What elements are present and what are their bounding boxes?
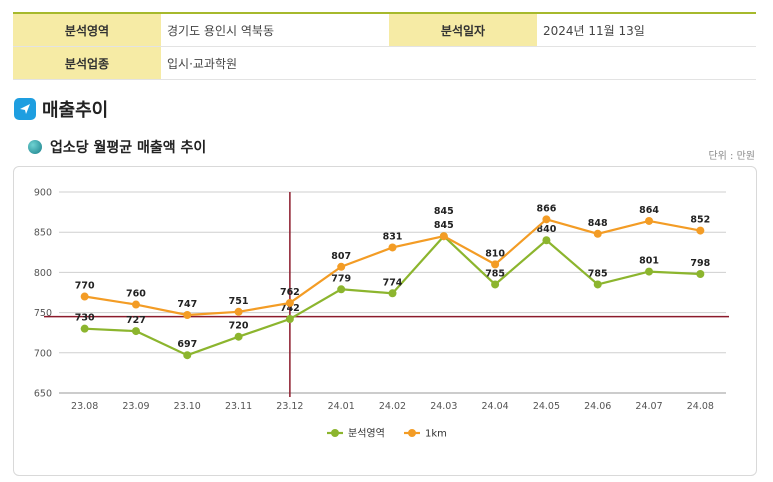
arrow-tile-icon <box>14 98 36 120</box>
data-label: 785 <box>485 268 505 279</box>
data-point <box>285 298 294 307</box>
data-label: 742 <box>280 303 300 314</box>
data-label: 751 <box>229 296 249 307</box>
data-label: 730 <box>75 313 95 324</box>
data-label: 864 <box>639 205 659 216</box>
data-label: 720 <box>229 321 249 332</box>
chart-title: 업소당 월평균 매출액 추이 <box>50 140 207 156</box>
data-label: 852 <box>690 215 710 226</box>
data-point <box>696 226 705 235</box>
data-point <box>439 232 448 241</box>
region-label: 분석영역 <box>13 13 161 47</box>
data-point <box>388 243 397 252</box>
subsection-header: 업소당 월평균 매출액 추이 <box>28 137 206 157</box>
x-tick-label: 24.06 <box>584 401 611 412</box>
data-label: 770 <box>75 281 95 292</box>
data-label: 801 <box>639 256 659 267</box>
x-tick-label: 24.05 <box>533 401 560 412</box>
bullet-dot-icon <box>28 140 42 154</box>
x-tick-label: 24.07 <box>635 401 662 412</box>
data-point <box>593 280 602 289</box>
date-value: 2024년 11월 13일 <box>537 13 756 47</box>
data-label: 774 <box>383 277 403 288</box>
data-label: 845 <box>434 220 454 231</box>
data-label: 831 <box>383 231 403 242</box>
data-label: 785 <box>588 268 608 279</box>
data-label: 727 <box>126 315 146 326</box>
data-point <box>491 280 500 289</box>
x-tick-label: 24.08 <box>687 401 714 412</box>
x-tick-label: 23.09 <box>122 401 149 412</box>
region-value: 경기도 용인시 역북동 <box>161 13 389 47</box>
data-label: 848 <box>588 218 608 229</box>
data-label: 762 <box>280 287 300 298</box>
data-point <box>80 292 89 301</box>
data-point <box>337 262 346 271</box>
y-tick-label: 700 <box>34 348 52 359</box>
data-point <box>234 307 243 316</box>
data-label: 779 <box>331 273 351 284</box>
data-point <box>183 311 192 320</box>
x-tick-label: 24.04 <box>482 401 509 412</box>
data-label: 807 <box>331 251 351 262</box>
legend-label: 1km <box>425 429 447 440</box>
data-label: 845 <box>434 206 454 217</box>
x-tick-label: 24.03 <box>430 401 457 412</box>
data-label: 798 <box>690 258 710 269</box>
legend-label: 분석영역 <box>348 428 385 440</box>
data-point <box>285 315 294 324</box>
x-tick-label: 23.10 <box>174 401 201 412</box>
line-chart: 650 700 750 800 850 900 23.08 23.09 23.10 23.11 23… <box>34 188 729 440</box>
x-tick-label: 23.12 <box>276 401 303 412</box>
data-point <box>696 270 705 279</box>
data-label: 840 <box>537 224 557 235</box>
data-point <box>131 300 140 309</box>
info-table: 분석영역 경기도 용인시 역북동 분석일자 2024년 11월 13일 분석업종… <box>13 12 756 80</box>
y-tick-label: 750 <box>34 308 52 319</box>
data-point <box>183 351 192 360</box>
data-point <box>542 236 551 245</box>
y-tick-label: 900 <box>34 188 52 199</box>
legend-marker <box>408 429 416 437</box>
x-tick-label: 23.11 <box>225 401 252 412</box>
chart-container: 650 700 750 800 850 900 23.08 23.09 23.10 23.11 23… <box>13 166 757 476</box>
x-tick-label: 24.01 <box>328 401 355 412</box>
data-label: 866 <box>537 203 557 214</box>
industry-label: 분석업종 <box>13 46 161 80</box>
data-label: 697 <box>177 339 197 350</box>
legend-marker <box>331 429 339 437</box>
data-point <box>645 216 654 225</box>
section-title: 매출추이 <box>42 100 109 121</box>
data-point <box>645 267 654 276</box>
data-point <box>593 229 602 238</box>
data-point <box>491 260 500 269</box>
data-label: 760 <box>126 289 146 300</box>
data-point <box>234 332 243 341</box>
date-label: 분석일자 <box>389 13 537 47</box>
industry-value: 입시·교과학원 <box>161 46 756 80</box>
x-tick-label: 23.08 <box>71 401 98 412</box>
data-point <box>542 215 551 224</box>
y-tick-label: 800 <box>34 268 52 279</box>
data-point <box>131 327 140 336</box>
data-label: 810 <box>485 248 505 259</box>
data-point <box>388 289 397 298</box>
section-header: 매출추이 <box>14 96 108 122</box>
x-tick-label: 24.02 <box>379 401 406 412</box>
y-tick-label: 650 <box>34 389 52 400</box>
unit-label: 단위 : 만원 <box>708 151 755 162</box>
data-point <box>337 285 346 294</box>
y-tick-label: 850 <box>34 228 52 239</box>
data-label: 747 <box>177 299 197 310</box>
data-point <box>80 324 89 333</box>
